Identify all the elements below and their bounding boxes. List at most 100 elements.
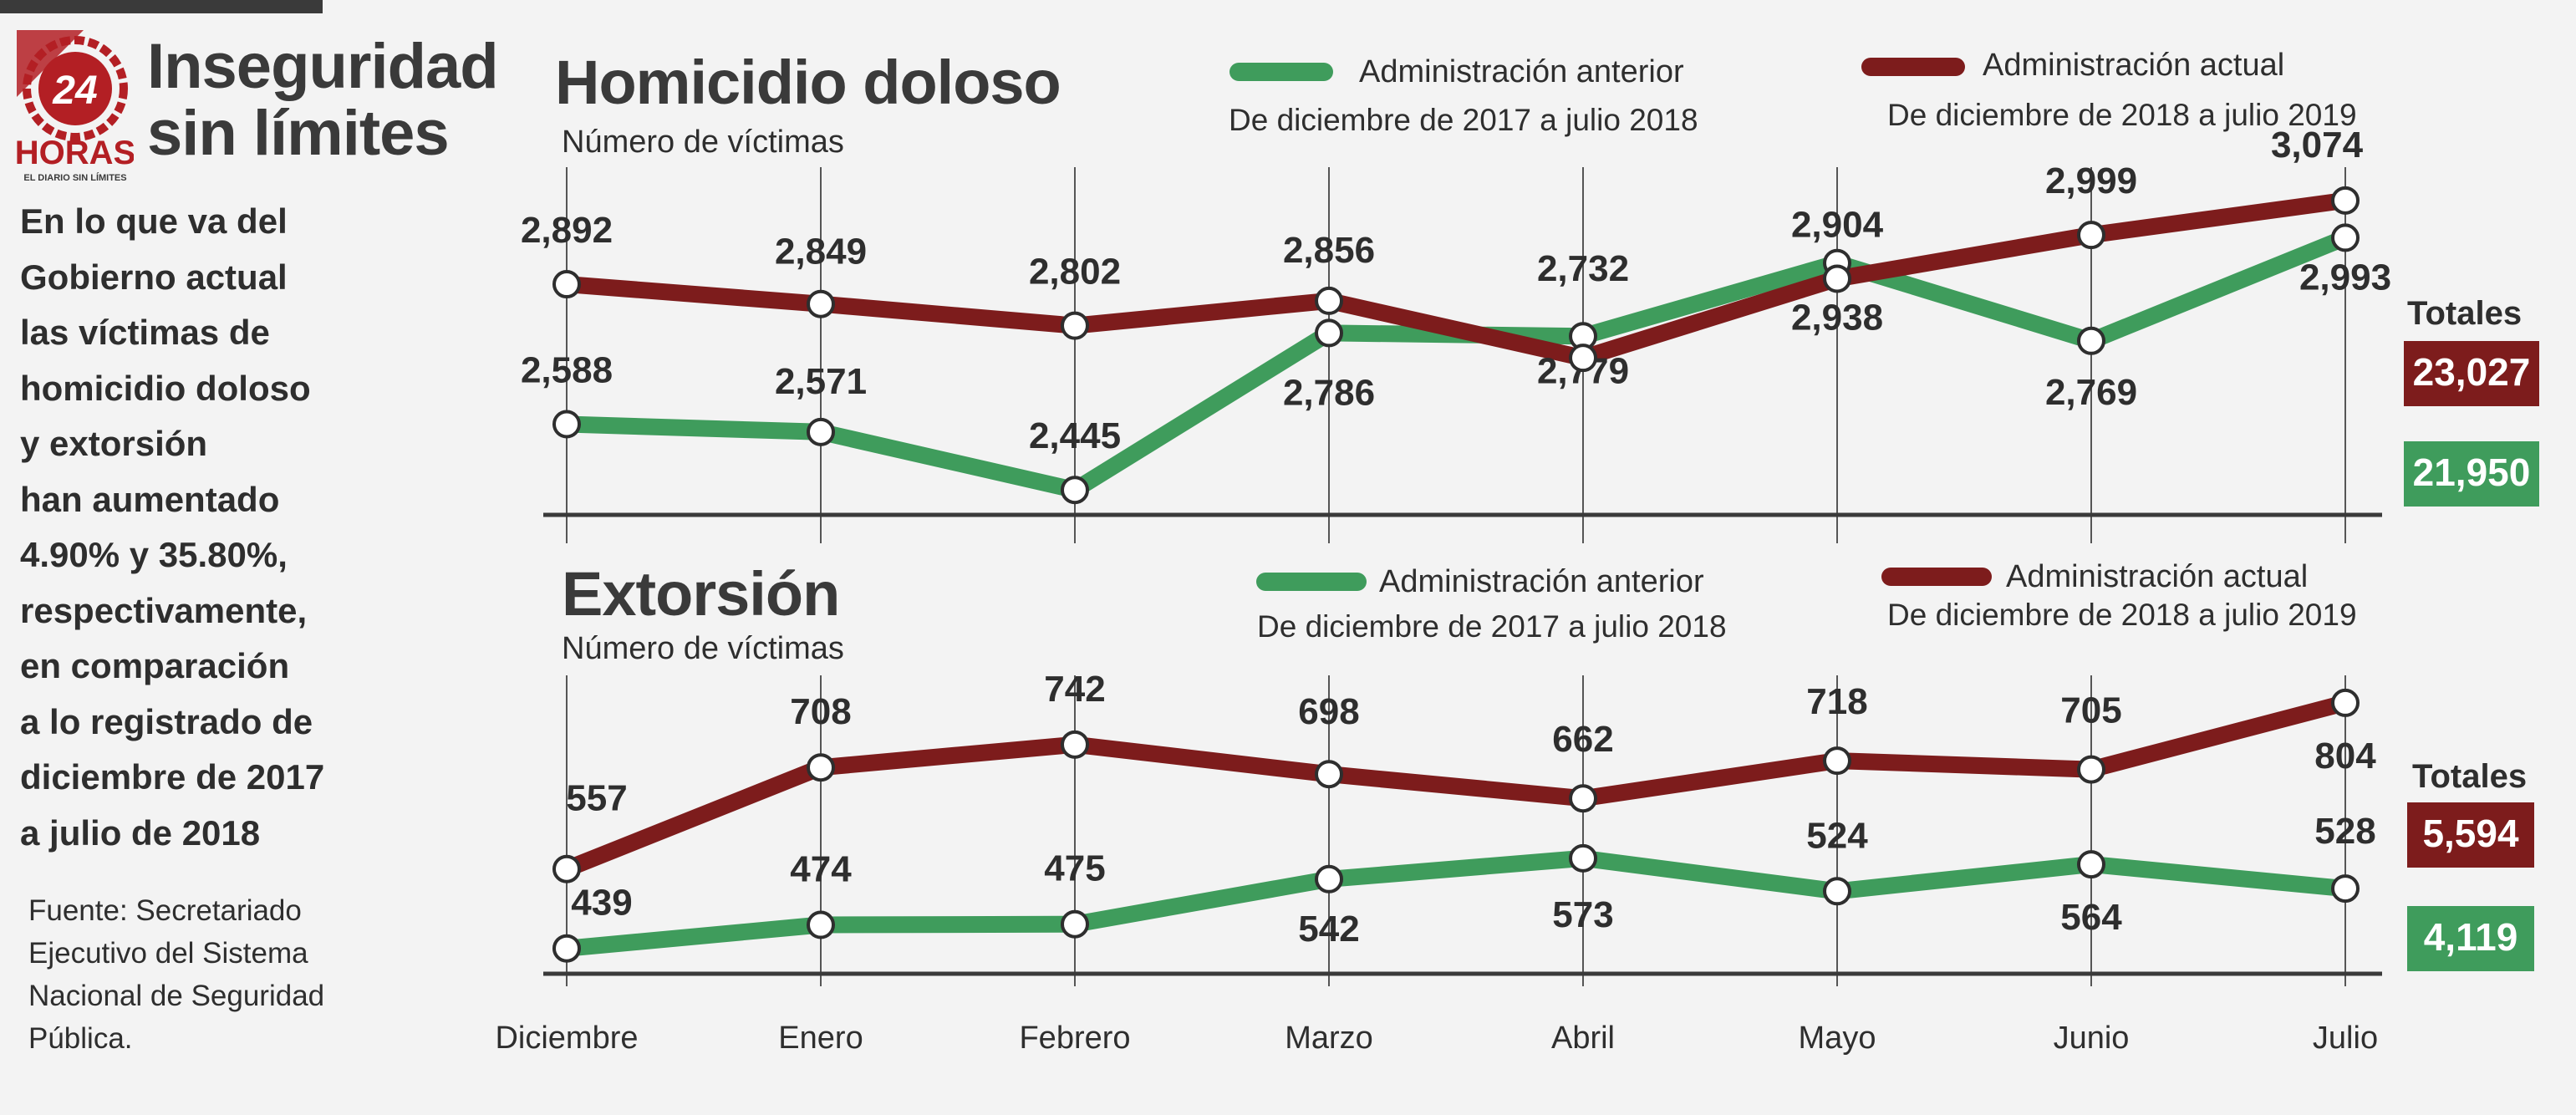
data-point	[2077, 221, 2105, 250]
data-label: 3,074	[2271, 125, 2364, 165]
total-anterior: 4,119	[2424, 915, 2518, 959]
summary-text: En lo que va del Gobierno actual las víc…	[20, 201, 325, 853]
data-point	[2331, 688, 2360, 717]
total-anterior: 21,950	[2413, 451, 2531, 494]
data-point	[807, 753, 835, 782]
data-label: 524	[1806, 815, 1868, 856]
data-label: 2,588	[521, 349, 613, 390]
series-line-anterior	[558, 849, 2354, 957]
data-label: 698	[1298, 691, 1359, 732]
data-label: 2,993	[2299, 257, 2391, 298]
data-label: 662	[1552, 719, 1613, 760]
data-point	[2077, 850, 2105, 879]
data-label: 2,445	[1029, 415, 1121, 456]
data-label: 708	[790, 691, 851, 732]
tick-label: Enero	[778, 1021, 863, 1056]
data-label: 2,856	[1283, 230, 1375, 271]
data-label: 2,849	[775, 232, 867, 272]
data-point	[1823, 877, 1851, 906]
top-bar	[0, 0, 323, 13]
logo-number: 24	[52, 69, 97, 113]
tick-label: Febrero	[1019, 1021, 1130, 1056]
data-point	[552, 854, 581, 883]
data-label: 2,802	[1029, 252, 1121, 293]
data-point	[807, 910, 835, 939]
x-axis-labels: Diciembre Enero Febrero Marzo Abril Mayo Junio…	[495, 1021, 2378, 1056]
logo-name: HORAS	[17, 135, 134, 171]
total-actual: 5,594	[2422, 812, 2519, 855]
data-point	[1315, 318, 1343, 348]
legend-period-actual: De diciembre de 2018 a julio 2019	[1887, 98, 2357, 132]
data-point	[552, 934, 581, 963]
data-label: 439	[571, 883, 632, 924]
legend-period-anterior: De diciembre de 2017 a julio 2018	[1229, 103, 1698, 137]
total-box-actual	[2404, 341, 2539, 406]
data-label: 557	[566, 778, 627, 819]
data-point	[1061, 311, 1089, 340]
data-point	[1569, 784, 1597, 813]
data-label: 742	[1044, 669, 1105, 710]
data-point	[552, 270, 581, 299]
tick-label: Julio	[2313, 1021, 2378, 1056]
data-point	[1315, 760, 1343, 789]
data-point	[1061, 476, 1089, 505]
data-point	[807, 417, 835, 446]
headline: Inseguridad sin límites	[147, 31, 499, 169]
data-label: 2,769	[2045, 372, 2137, 413]
legend-label-actual: Administración actual	[1983, 48, 2284, 83]
plot-area-homicidio: 2,5882,5712,4452,7862,7792,9382,7692,993…	[521, 125, 2391, 543]
data-label: 2,786	[1283, 372, 1375, 413]
data-label: 542	[1298, 909, 1359, 950]
total-actual: 23,027	[2413, 350, 2531, 394]
tick-label: Abril	[1551, 1021, 1615, 1056]
logo-tagline: EL DIARIO SIN LÍMITES	[23, 172, 126, 183]
totals-label: Totales	[2407, 295, 2522, 332]
data-label: 705	[2060, 690, 2121, 731]
data-label: 573	[1552, 894, 1613, 935]
logo-gear-ring	[23, 36, 128, 141]
data-point	[1315, 286, 1343, 315]
data-point	[552, 410, 581, 439]
data-point	[1569, 843, 1597, 873]
tick-label: Junio	[2054, 1021, 2130, 1056]
data-point	[1315, 864, 1343, 894]
logo-24-horas: 24 HORAS EL DIARIO SIN LÍMITES	[17, 30, 134, 183]
data-label: 2,999	[2045, 160, 2137, 201]
chart-extorsion: Extorsión Número de víctimas Administrac…	[543, 559, 2534, 986]
logo-disc	[38, 52, 112, 125]
tick-label: Marzo	[1285, 1021, 1373, 1056]
legend-label-anterior: Administración anterior	[1359, 54, 1684, 89]
source-note: Fuente: Secretariado Ejecutivo del Siste…	[28, 894, 325, 1055]
data-point	[1823, 746, 1851, 776]
total-box-anterior	[2404, 441, 2539, 507]
data-point	[2077, 326, 2105, 355]
total-box-anterior	[2407, 906, 2534, 971]
chart-title: Homicidio doloso	[555, 48, 1061, 117]
legend-label-anterior: Administración anterior	[1379, 564, 1704, 599]
data-point	[2331, 186, 2360, 215]
data-point	[1569, 344, 1597, 373]
legend-period-anterior: De diciembre de 2017 a julio 2018	[1257, 609, 1727, 644]
data-label: 2,904	[1791, 204, 1884, 245]
data-point	[2077, 755, 2105, 784]
tick-label: Diciembre	[495, 1021, 638, 1056]
data-point	[2331, 223, 2360, 252]
data-label: 2,938	[1791, 298, 1883, 339]
data-label: 2,732	[1537, 248, 1629, 289]
series-line-actual	[558, 191, 2354, 367]
chart-title: Extorsión	[562, 559, 839, 629]
data-label: 804	[2314, 736, 2376, 776]
chart-ylabel: Número de víctimas	[562, 125, 844, 160]
data-point	[1061, 730, 1089, 759]
data-label: 2,571	[775, 361, 867, 402]
data-label: 718	[1806, 681, 1867, 722]
data-label: 564	[2060, 897, 2122, 938]
chart-ylabel: Número de víctimas	[562, 631, 844, 666]
tick-label: Mayo	[1799, 1021, 1876, 1056]
total-box-actual	[2407, 802, 2534, 868]
data-label: 475	[1044, 848, 1105, 889]
data-point	[807, 289, 835, 318]
series-line-actual	[558, 694, 2354, 878]
data-label: 474	[790, 849, 852, 890]
